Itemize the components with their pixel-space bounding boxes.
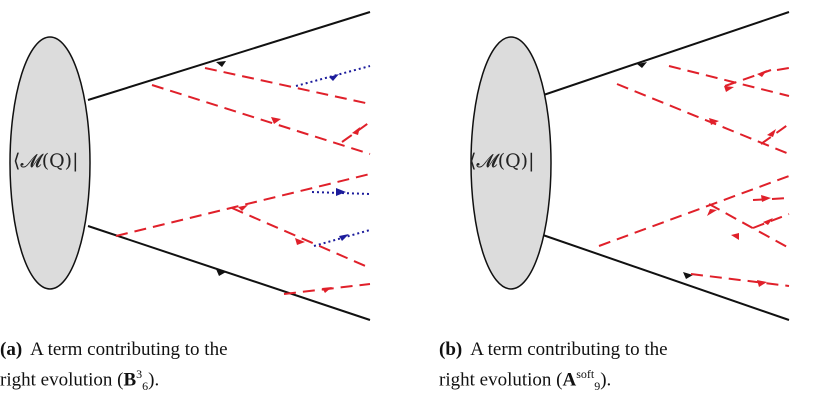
quark-line-lower bbox=[87, 225, 371, 321]
gluon-arrow bbox=[709, 118, 719, 125]
caption-sub: 9 bbox=[594, 379, 601, 394]
caption-a: (a) A term contributing to the right evol… bbox=[0, 338, 300, 398]
gluon-arrow bbox=[761, 195, 771, 202]
caption-sup: soft bbox=[576, 367, 595, 381]
caption-prefix: right evolution ( bbox=[439, 369, 563, 391]
gluon-arrow bbox=[724, 86, 734, 92]
caption-sub: 6 bbox=[142, 379, 149, 394]
amplitude-blob bbox=[9, 36, 91, 290]
quark-arrow-upper bbox=[637, 62, 647, 68]
soft-arrow bbox=[329, 74, 339, 81]
gluon-arrow bbox=[238, 205, 248, 211]
gluon-arrow bbox=[757, 70, 767, 77]
gluon-arrow bbox=[757, 280, 767, 287]
diagram-panel-b: ⟨𝓜(Q)| (b) A term contributing to the rig… bbox=[419, 0, 838, 396]
gluon-arrow bbox=[763, 218, 773, 225]
caption-symbol: B bbox=[123, 369, 137, 391]
soft-arrow bbox=[336, 188, 346, 196]
gluon-arrow bbox=[707, 209, 717, 216]
feynman-diagram-b bbox=[470, 11, 790, 321]
gluon-arrow bbox=[731, 233, 739, 240]
gluon-arrow bbox=[767, 129, 776, 137]
soft-arrow bbox=[339, 234, 349, 241]
quark-line-upper bbox=[510, 11, 790, 107]
quark-arrow-upper bbox=[216, 61, 226, 67]
quark-arrow-lower bbox=[216, 269, 226, 276]
feynman-diagram-a bbox=[9, 11, 371, 321]
caption-b: (b) A term contributing to the right evol… bbox=[439, 338, 739, 398]
caption-text: A term contributing to the bbox=[30, 339, 228, 360]
blob-label: ⟨𝓜(Q)| bbox=[469, 150, 535, 172]
quark-arrow-lower bbox=[683, 272, 693, 279]
gluon-arrow bbox=[352, 127, 360, 135]
caption-line2: right evolution (Asoft9). bbox=[439, 362, 739, 398]
gluon-arrow bbox=[322, 287, 332, 293]
quark-line-upper bbox=[87, 11, 371, 101]
quark-line-lower bbox=[510, 223, 790, 321]
caption-symbol: A bbox=[562, 369, 577, 391]
caption-suffix: ). bbox=[600, 369, 612, 391]
caption-tag: (b) bbox=[439, 339, 463, 360]
amplitude-blob bbox=[470, 36, 552, 290]
gluon-lines-upper-a bbox=[151, 67, 371, 155]
caption-line2: right evolution (B36). bbox=[0, 362, 300, 398]
diagram-panel-a: ⟨𝓜(Q)| (a) A term contributing to the rig… bbox=[0, 0, 419, 396]
caption-prefix: right evolution ( bbox=[0, 369, 124, 391]
gluon-arrow bbox=[295, 238, 305, 245]
blob-label: ⟨𝓜(Q)| bbox=[13, 150, 79, 172]
gluon-lines-upper-b bbox=[616, 65, 790, 155]
caption-text: A term contributing to the bbox=[470, 339, 668, 360]
caption-sup: 3 bbox=[136, 367, 143, 381]
gluon-lines-lower-b bbox=[598, 175, 790, 287]
gluon-arrow bbox=[271, 117, 281, 124]
caption-tag: (a) bbox=[0, 339, 23, 360]
caption-suffix: ). bbox=[148, 369, 160, 391]
gluon-lines-lower-a bbox=[115, 173, 371, 295]
